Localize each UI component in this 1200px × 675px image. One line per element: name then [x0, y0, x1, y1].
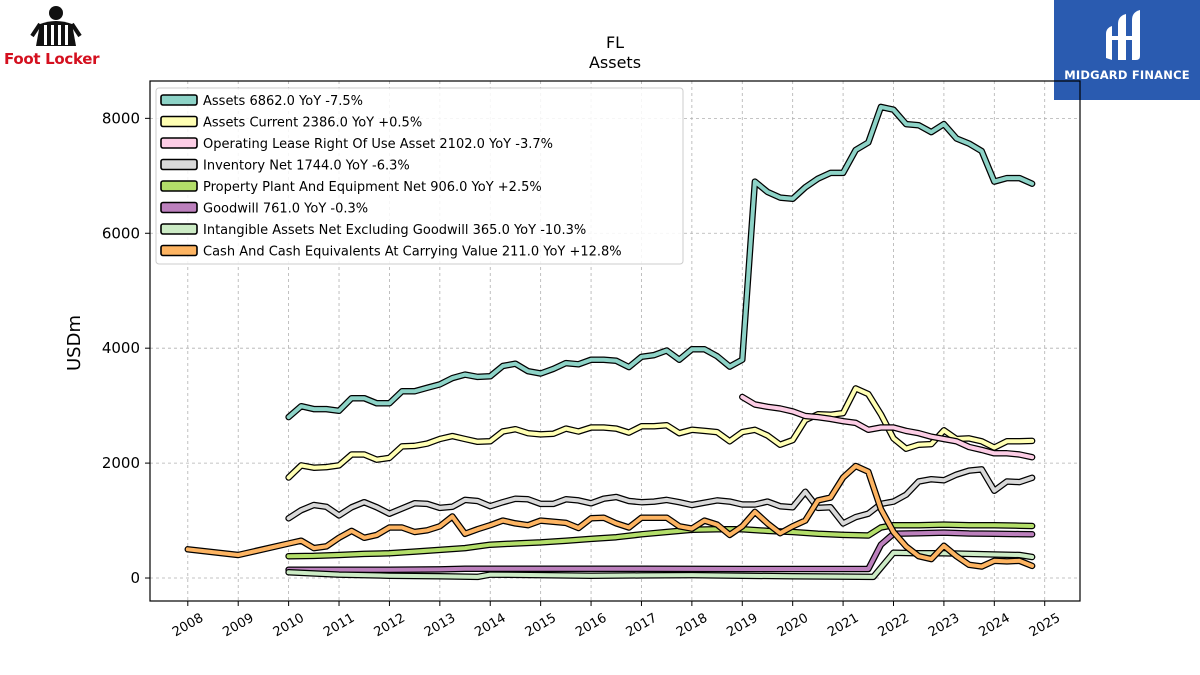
company-brand-text: Foot Locker — [4, 50, 100, 68]
legend-swatch — [160, 115, 198, 128]
legend-label: Property Plant And Equipment Net 906.0 Y… — [203, 180, 542, 195]
x-tick-label: 2017 — [624, 611, 660, 641]
legend-entry: Cash And Cash Equivalents At Carrying Va… — [160, 244, 622, 260]
legend-swatch — [160, 244, 198, 257]
x-tick-label: 2015 — [523, 611, 559, 641]
y-axis-label: USDm — [64, 315, 85, 371]
x-tick-label: 2013 — [422, 611, 458, 641]
series-line-4 — [285, 466, 1036, 527]
chart-title: FL — [606, 33, 624, 52]
y-tick-label: 4000 — [102, 339, 140, 357]
legend-entry: Goodwill 761.0 YoY -0.3% — [160, 201, 368, 217]
legend-swatch — [160, 201, 198, 214]
legend-label: Operating Lease Right Of Use Asset 2102.… — [203, 137, 553, 152]
legend-label: Assets 6862.0 YoY -7.5% — [203, 94, 363, 109]
x-tick-label: 2019 — [724, 611, 760, 641]
legend-entry: Assets Current 2386.0 YoY +0.5% — [160, 115, 422, 131]
x-tick-label: 2020 — [775, 611, 811, 641]
series-core — [286, 530, 1035, 572]
legend-entry: Assets 6862.0 YoY -7.5% — [160, 94, 363, 109]
x-tick-label: 2011 — [321, 611, 357, 641]
midgard-mark-icon — [1106, 10, 1140, 60]
x-tick-label: 2024 — [976, 611, 1012, 641]
legend-swatch — [160, 158, 198, 171]
x-tick-label: 2022 — [876, 611, 912, 641]
series-line-6 — [285, 529, 1036, 573]
series-core — [286, 550, 1035, 579]
plot-frame — [149, 80, 1081, 602]
x-tick-label: 2014 — [472, 611, 508, 641]
y-tick-label: 2000 — [102, 454, 140, 472]
y-tick-label: 8000 — [102, 109, 140, 127]
legend-swatch — [160, 180, 198, 192]
series-core — [286, 104, 1035, 420]
series-line-5 — [285, 521, 1036, 560]
legend-label: Assets Current 2386.0 YoY +0.5% — [203, 116, 422, 131]
series-lines — [184, 103, 1036, 581]
x-tick-label: 2023 — [926, 611, 962, 641]
series-line-3 — [739, 393, 1036, 461]
series-core — [740, 395, 1035, 460]
x-tick-label: 2025 — [1027, 611, 1063, 641]
legend-label: Intangible Assets Net Excluding Goodwill… — [203, 223, 586, 238]
referee-icon — [30, 6, 82, 46]
legend-swatch — [160, 137, 198, 149]
y-tick-label: 0 — [130, 569, 140, 587]
legend: Assets 6862.0 YoY -7.5% Assets Current 23… — [155, 87, 684, 265]
foot-locker-logo: Foot Locker — [0, 0, 112, 74]
chart-subtitle: Assets — [589, 53, 641, 72]
publisher-brand-text: MIDGARD FINANCE — [1064, 68, 1190, 82]
legend-label: Cash And Cash Equivalents At Carrying Va… — [203, 245, 622, 260]
series-core — [286, 467, 1035, 526]
legend-box — [155, 87, 684, 265]
series-line-1 — [285, 103, 1036, 421]
midgard-finance-logo: MIDGARD FINANCE — [1054, 0, 1200, 100]
legend-entry: Property Plant And Equipment Net 906.0 Y… — [160, 180, 542, 195]
x-tick-label: 2021 — [825, 611, 861, 641]
series-core — [286, 386, 1035, 480]
x-tick-label: 2010 — [271, 611, 307, 641]
series-core — [185, 464, 1035, 569]
legend-entry: Inventory Net 1744.0 YoY -6.3% — [160, 158, 410, 174]
legend-swatch — [160, 94, 198, 106]
x-tick-label: 2012 — [372, 611, 408, 641]
x-tick-label: 2018 — [674, 611, 710, 641]
series-line-7 — [285, 549, 1036, 581]
legend-swatch — [160, 223, 198, 235]
y-tick-label: 6000 — [102, 224, 140, 242]
legend-entry: Intangible Assets Net Excluding Goodwill… — [160, 223, 586, 238]
legend-entry: Operating Lease Right Of Use Asset 2102.… — [160, 137, 553, 152]
legend-label: Inventory Net 1744.0 YoY -6.3% — [203, 159, 410, 174]
legend-label: Goodwill 761.0 YoY -0.3% — [203, 202, 368, 217]
x-tick-label: 2016 — [573, 611, 609, 641]
x-tick-label: 2008 — [170, 611, 206, 641]
x-tick-label: 2009 — [220, 611, 256, 641]
series-line-2 — [285, 385, 1036, 481]
series-line-8 — [184, 462, 1036, 570]
series-core — [286, 522, 1035, 559]
